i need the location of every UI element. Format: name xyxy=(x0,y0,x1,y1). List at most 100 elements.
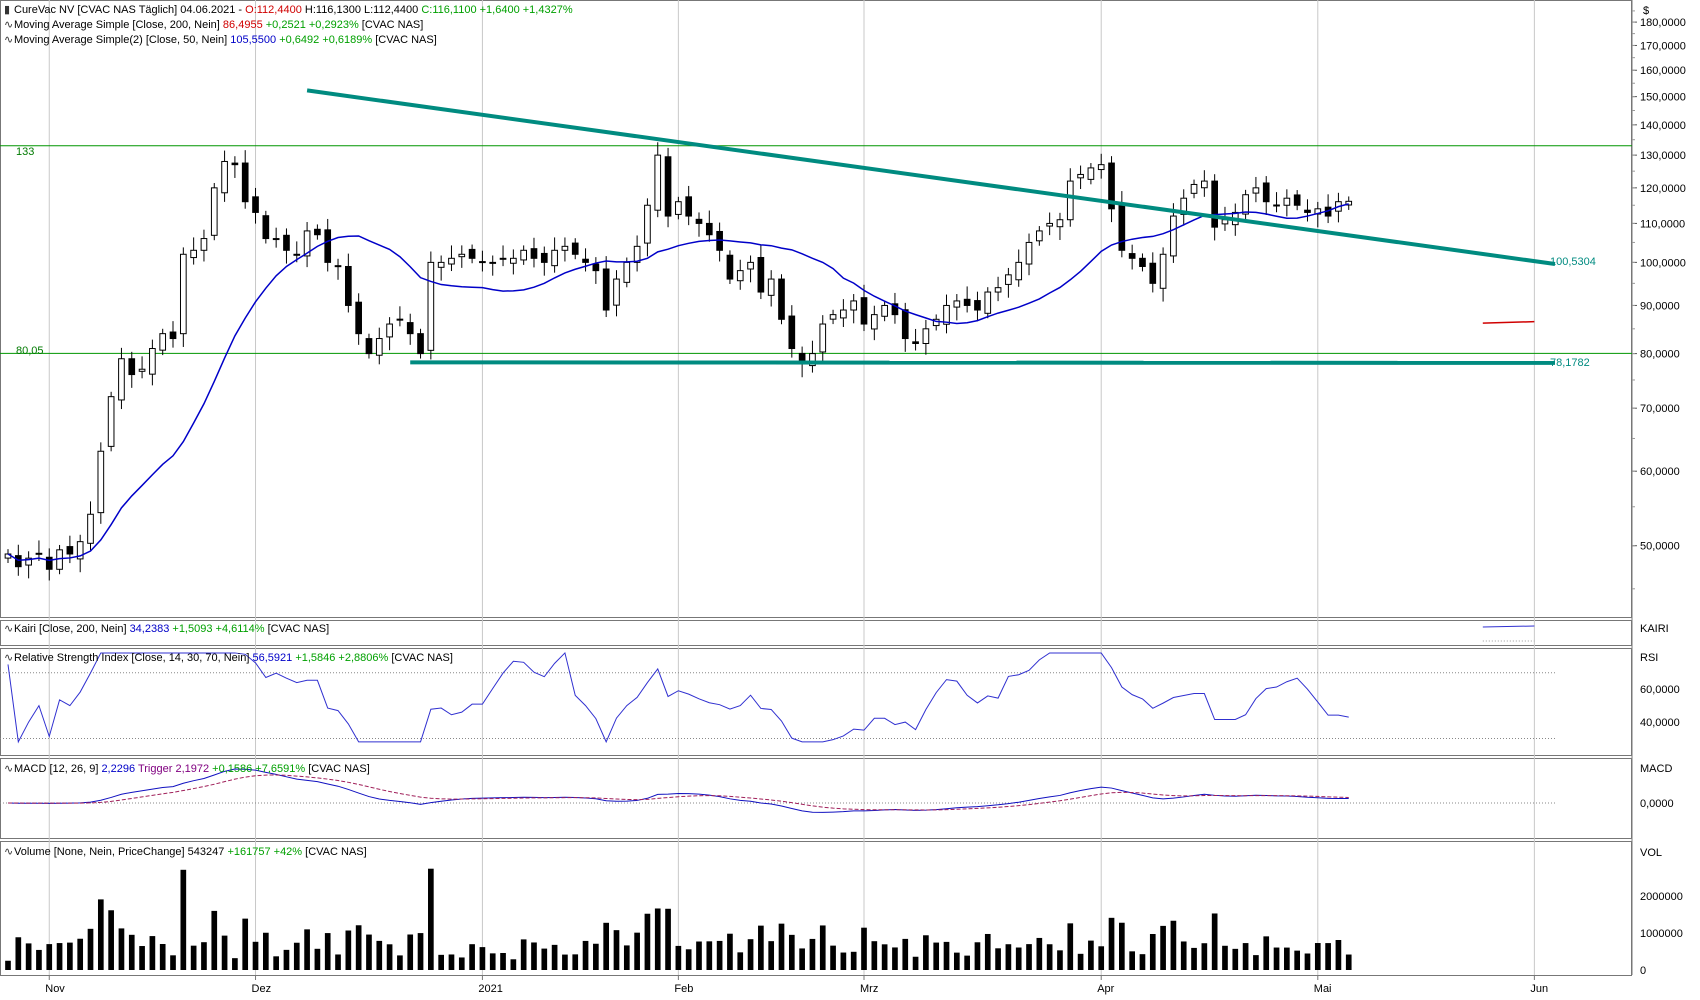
price-legend-hl: H:116,1300 L:112,4400 xyxy=(304,4,419,16)
price-legend-name: CureVac NV [CVAC NAS Täglich] xyxy=(14,4,178,16)
volume-bar xyxy=(1005,944,1012,970)
volume-bar xyxy=(1098,946,1105,970)
rsi-legend-change: +1,5846 +2,8806% xyxy=(295,652,389,664)
candle-body xyxy=(1056,219,1064,228)
volume-bar xyxy=(428,868,434,970)
horizontal-levels xyxy=(0,145,1632,354)
candle-body xyxy=(1077,173,1084,179)
candle-body xyxy=(210,187,218,236)
price-axis-label: 120,0000 xyxy=(1640,183,1686,195)
candle-body xyxy=(943,304,950,325)
volume-bar xyxy=(696,941,702,970)
macd-legend: ∿MACD [12, 26, 9] 2,2296 Trigger 2,1972 … xyxy=(4,762,370,776)
candle-body xyxy=(159,333,167,351)
volume-bar xyxy=(376,940,383,970)
candle-body xyxy=(561,245,569,251)
candle-body xyxy=(809,353,816,367)
trendline-1 xyxy=(410,360,1556,365)
volume-bar xyxy=(964,955,970,970)
sma50-legend: ∿Moving Average Simple(2) [Close, 50, Ne… xyxy=(4,33,437,47)
volume-bar xyxy=(1026,944,1032,970)
candle-body xyxy=(685,196,693,217)
volume-bar xyxy=(304,929,310,970)
candle-body xyxy=(1066,180,1074,221)
kairi-legend: ∿Kairi [Close, 200, Nein] 34,2383 +1,509… xyxy=(4,622,329,636)
macd-legend-value: 2,2296 xyxy=(101,763,136,775)
volume-bar xyxy=(912,956,919,970)
time-axis-label: Mai xyxy=(1314,983,1332,995)
volume-bar xyxy=(1335,940,1342,970)
candle-body xyxy=(1087,167,1095,180)
candle-body xyxy=(633,245,641,263)
candle-body xyxy=(613,278,620,306)
volume-bar xyxy=(634,932,640,970)
volume-bar xyxy=(541,948,548,970)
candle-body xyxy=(241,162,249,203)
volume-bar xyxy=(355,925,362,970)
candle-body xyxy=(1025,241,1033,265)
candle-body xyxy=(386,323,393,338)
indicator-icon: ∿ xyxy=(4,19,14,31)
trendlines[interactable] xyxy=(306,88,1556,365)
indicator-icon: ∿ xyxy=(4,34,14,46)
sma200-line xyxy=(1482,320,1535,324)
volume-bar xyxy=(603,922,610,970)
rsi-line xyxy=(7,651,1349,744)
volume-axis-tick-label: 2000000 xyxy=(1640,891,1683,903)
price-axis: 50,0000 60,0000 70,0000 80,0000 90,0000 100,0… xyxy=(1632,10,1686,590)
volume-bar xyxy=(850,951,857,970)
volume-bar xyxy=(1088,940,1094,970)
time-axis: Nov Dez 2021 Feb Mrz Apr Mai Jun xyxy=(45,975,1548,995)
candle-body xyxy=(97,450,105,514)
volume-bar xyxy=(644,913,651,970)
candle-body xyxy=(190,249,197,259)
candle-body xyxy=(726,254,734,280)
macd-line xyxy=(7,768,1349,813)
volume-bar xyxy=(386,944,393,970)
candle-body xyxy=(334,265,342,268)
volume-bar xyxy=(562,954,568,970)
candle-body xyxy=(355,301,362,335)
volume-bar xyxy=(871,941,878,970)
candle-body xyxy=(35,552,43,555)
kairi-legend-change: +1,5093 +4,6114% xyxy=(172,623,265,635)
candle-body xyxy=(922,328,930,345)
volume-bar xyxy=(572,954,579,970)
volume-bar xyxy=(551,944,558,970)
sma200-legend-symbol: [CVAC NAS] xyxy=(361,19,424,31)
volume-bar xyxy=(1067,923,1074,970)
volume-bar xyxy=(768,941,775,970)
candle-body xyxy=(623,261,631,283)
volume-bar xyxy=(1139,954,1146,970)
volume-bar xyxy=(1108,917,1115,970)
instrument-icon: ▮ xyxy=(4,4,11,16)
volume-bar xyxy=(830,945,836,970)
volume-bar xyxy=(892,947,898,970)
candle-body xyxy=(468,248,476,259)
indicator-icon: ∿ xyxy=(4,652,14,664)
volume-bar xyxy=(654,908,661,970)
volume-bar xyxy=(1345,954,1352,970)
sma200-legend-name: Moving Average Simple [Close, 200, Nein] xyxy=(14,19,220,31)
volume-bar xyxy=(458,957,465,970)
candle-body xyxy=(345,265,352,306)
volume-bar xyxy=(1325,943,1331,970)
rsi-legend-symbol: [CVAC NAS] xyxy=(391,652,453,664)
candle-body xyxy=(994,287,1002,293)
time-axis-label: Jun xyxy=(1530,983,1548,995)
volume-bar xyxy=(520,939,527,970)
trendline-0 xyxy=(306,88,1556,266)
volume-bar xyxy=(531,942,537,970)
candle-body xyxy=(1128,253,1136,259)
volume-bar xyxy=(1057,950,1063,970)
candle-body xyxy=(396,318,404,321)
candle-body xyxy=(582,258,589,263)
rsi-legend-name: Relative Strength Index [Close, 14, 30, … xyxy=(14,652,250,664)
candle-body xyxy=(840,309,847,319)
sma200-legend-change: +0,2521 +0,2923% xyxy=(265,19,359,31)
candle-body xyxy=(1252,187,1260,194)
candle-body xyxy=(221,160,228,194)
candle-body xyxy=(314,228,321,236)
